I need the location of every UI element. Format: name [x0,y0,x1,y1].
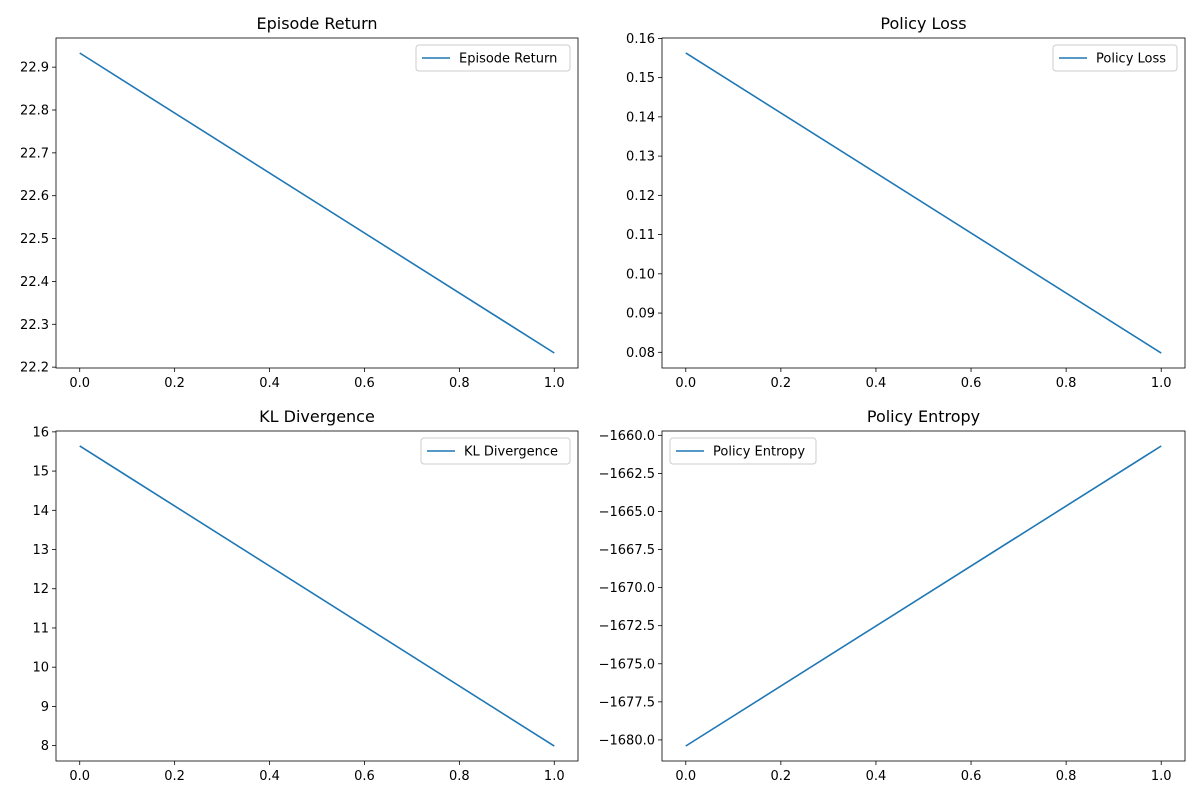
x-tick-label: 0.6 [354,376,375,391]
y-tick-label: 0.14 [626,110,655,125]
subplot-2: Policy Loss 0.0 0.2 0.4 0.6 0.8 1.0 0.08 0.09 0.1… [626,14,1186,391]
y-tick-label: 0.12 [626,189,655,204]
x-tick-label: 0.2 [164,769,185,784]
x-tick-label: 0.8 [449,769,470,784]
y-tick-label: 22.7 [20,146,49,161]
y-tick-label: 15 [32,465,49,480]
y-tick-label: 14 [32,504,49,519]
x-tick-label: 0.2 [771,769,792,784]
chart-title: Policy Entropy [867,407,980,426]
y-tick-label: 22.9 [20,61,49,76]
legend: Policy Loss [1052,44,1178,72]
x-tick-label: 0.6 [961,376,982,391]
y-tick-label: 22.4 [20,275,49,290]
x-tick-label: 0.8 [1056,376,1077,391]
y-tick-label: 22.6 [20,189,49,204]
series-line [79,445,555,747]
x-tick-label: 0.0 [675,376,696,391]
y-tick-label: 0.11 [626,228,655,243]
series-line [685,52,1162,354]
y-tick-label: 0.10 [626,267,655,282]
y-tick-label: 0.16 [626,32,655,47]
y-tick-label: −1672.5 [599,619,655,634]
series-line [79,52,555,354]
subplot-4: Policy Entropy 0.0 0.2 0.4 0.6 0.8 1.0 −1680.0 −… [599,407,1186,784]
x-tick-label: 0.0 [69,769,90,784]
legend-label: Policy Loss [1096,52,1166,67]
y-tick-label: 0.09 [626,307,655,322]
legend-label: Episode Return [459,52,557,67]
x-tick-label: 0.8 [1056,769,1077,784]
x-tick-label: 1.0 [544,769,565,784]
x-tick-label: 0.8 [449,376,470,391]
axes-frame [55,430,579,762]
x-tick-label: 0.4 [866,376,887,391]
y-tick-label: 10 [32,661,49,676]
legend: KL Divergence [420,437,571,465]
axes-frame [661,430,1186,762]
y-tick-label: 22.3 [20,318,49,333]
y-tick-label: 22.8 [20,104,49,119]
x-tick-label: 0.4 [259,376,280,391]
subplot-1: Episode Return 0.0 0.2 0.4 0.6 0.8 1.0 22.2 22.3… [20,14,579,391]
x-tick-label: 0.6 [961,769,982,784]
y-tick-label: 16 [32,425,49,440]
y-tick-label: −1670.0 [599,581,655,596]
y-tick-label: −1675.0 [599,657,655,672]
axes-frame [55,37,579,369]
y-tick-label: 9 [41,700,49,715]
y-tick-label: 11 [32,621,49,636]
y-tick-label: 0.15 [626,71,655,86]
x-tick-label: 0.0 [675,769,696,784]
x-tick-label: 0.2 [771,376,792,391]
y-tick-label: 13 [32,543,49,558]
legend-box [669,437,817,465]
legend-label: Policy Entropy [713,445,805,460]
x-tick-label: 0.0 [69,376,90,391]
x-tick-label: 1.0 [1151,376,1172,391]
y-tick-label: −1660.0 [599,429,655,444]
y-tick-label: 22.5 [20,232,49,247]
legend-box [420,437,571,465]
legend: Episode Return [415,44,571,72]
legend-box [1052,44,1178,72]
chart-title: Episode Return [256,14,377,33]
x-tick-label: 0.6 [354,769,375,784]
x-tick-label: 1.0 [1151,769,1172,784]
y-tick-label: −1662.5 [599,467,655,482]
axes-frame [661,37,1186,369]
y-tick-label: −1677.5 [599,695,655,710]
x-tick-label: 1.0 [544,376,565,391]
y-tick-label: 0.08 [626,346,655,361]
chart-title: KL Divergence [259,407,375,426]
x-tick-label: 0.4 [866,769,887,784]
series-line [685,445,1162,747]
y-tick-label: −1680.0 [599,733,655,748]
chart-title: Policy Loss [880,14,966,33]
y-tick-label: 22.2 [20,361,49,376]
y-tick-label: 12 [32,582,49,597]
y-tick-label: 0.13 [626,150,655,165]
y-tick-label: −1667.5 [599,543,655,558]
y-tick-label: −1665.0 [599,505,655,520]
subplot-3: KL Divergence 0.0 0.2 0.4 0.6 0.8 1.0 8 9 10 11 12 1… [32,407,579,784]
x-tick-label: 0.4 [259,769,280,784]
y-tick-label: 8 [41,739,49,754]
legend-label: KL Divergence [464,445,558,460]
legend: Policy Entropy [669,437,817,465]
legend-box [415,44,571,72]
x-tick-label: 0.2 [164,376,185,391]
